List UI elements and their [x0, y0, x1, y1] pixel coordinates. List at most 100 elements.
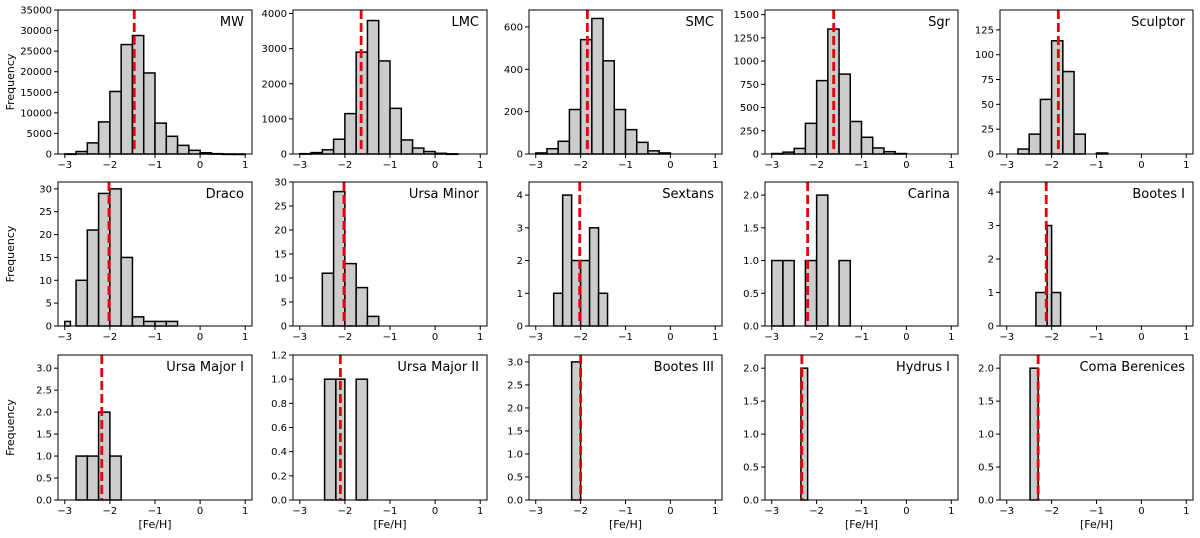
y-tick-label: 3: [517, 223, 523, 234]
x-axis-label: [Fe/H]: [845, 518, 878, 531]
histogram-bar: [366, 19, 380, 155]
y-tick-label: 0.5: [36, 474, 52, 485]
histogram-bar: [165, 320, 179, 327]
x-tick-label: −2: [573, 506, 588, 517]
x-tick-label: −3: [292, 332, 307, 343]
histogram-bar: [109, 455, 122, 501]
histogram-bar: [75, 279, 89, 327]
x-tick-label: −1: [854, 160, 869, 171]
histogram-bar: [142, 320, 156, 327]
y-tick-label: 30: [274, 178, 287, 189]
y-tick-label: 10000: [20, 108, 52, 119]
x-tick-label: −2: [809, 160, 824, 171]
histogram-bar: [613, 108, 627, 155]
y-axis-label: Frequency: [4, 399, 17, 456]
x-tick-label: −3: [999, 332, 1014, 343]
histogram-bar: [561, 194, 573, 327]
y-tick-label: 20: [39, 230, 52, 241]
panel-title: Hydrus I: [896, 360, 950, 375]
x-tick-label: 0: [432, 332, 438, 343]
x-tick-label: −1: [854, 506, 869, 517]
histogram-bar: [75, 455, 89, 501]
histogram-bar: [86, 229, 100, 327]
x-tick-label: −2: [1044, 332, 1059, 343]
y-tick-label: 0: [517, 150, 523, 161]
histogram-bar: [355, 378, 369, 501]
y-tick-label: 2.0: [743, 191, 759, 202]
y-tick-label: 0: [46, 150, 52, 161]
axes-frame: [292, 354, 488, 501]
x-tick-label: −1: [618, 506, 633, 517]
x-tick-label: −1: [383, 160, 398, 171]
x-tick-label: 1: [948, 332, 954, 343]
x-tick-label: −2: [103, 160, 118, 171]
y-tick-label: 0: [281, 322, 287, 333]
y-tick-label: 0.5: [978, 463, 994, 474]
histogram-bar: [97, 121, 111, 155]
y-tick-label: 0.5: [743, 289, 759, 300]
x-tick-label: −2: [338, 506, 353, 517]
panel-ursa-major-i: −3 −2 −1 0 1 0.0 0.5 1.0 1.5 2.0 2.5 3.0 Ursa Major …: [4, 354, 253, 531]
y-tick-label: 1.0: [978, 430, 994, 441]
y-tick-label: 0.0: [507, 496, 523, 507]
x-tick-label: −1: [618, 160, 633, 171]
histogram-bar: [344, 262, 357, 327]
panel-bootes-iii: −3 −2 −1 0 1 0.0 0.5 1.0 1.5 2.0 2.5 3.0 Bootes III […: [507, 354, 723, 531]
x-axis-label: [Fe/H]: [138, 518, 171, 531]
histogram-bar: [411, 147, 425, 155]
x-tick-label: 1: [477, 160, 483, 171]
x-tick-label: −1: [618, 332, 633, 343]
y-tick-label: 2.0: [743, 364, 759, 375]
panel-title: Sculptor: [1131, 15, 1186, 30]
y-tick-label: 25: [274, 202, 287, 213]
histogram-bar: [782, 259, 795, 327]
histogram-bar: [97, 411, 111, 501]
y-tick-label: 0: [517, 322, 523, 333]
axes-frame: [999, 354, 1194, 501]
y-tick-label: 30: [39, 184, 52, 195]
x-tick-label: −3: [292, 160, 307, 171]
histogram-bar: [1050, 291, 1062, 327]
histogram-bar: [344, 112, 357, 155]
y-tick-label: 20000: [20, 67, 52, 78]
x-tick-label: 0: [903, 160, 909, 171]
histogram-bar: [355, 286, 369, 327]
y-axis-label: Frequency: [4, 53, 17, 110]
histogram-bar: [635, 141, 649, 155]
histogram-bar: [838, 259, 852, 327]
x-tick-label: 1: [242, 160, 248, 171]
histogram-bar: [552, 292, 564, 327]
y-tick-label: 15000: [20, 88, 52, 99]
x-tick-label: 0: [667, 160, 673, 171]
x-tick-label: −2: [573, 332, 588, 343]
x-tick-label: −1: [1089, 506, 1104, 517]
panel-hydrus-i: −3 −2 −1 0 1 0.0 0.5 1.0 1.5 2.0 Hydrus I [Fe/H]: [743, 354, 959, 531]
x-axis-label: [Fe/H]: [373, 518, 406, 531]
y-tick-label: 0: [988, 322, 994, 333]
histogram-bar: [815, 79, 829, 155]
y-tick-label: 1.0: [507, 449, 523, 460]
y-tick-label: 100: [975, 50, 994, 61]
x-tick-label: 1: [242, 506, 248, 517]
panel-sextans: −3 −2 −1 0 1 0 1 2 3 4 Sextans: [517, 181, 723, 343]
y-tick-label: 5: [281, 298, 287, 309]
y-tick-label: 1: [517, 289, 523, 300]
x-tick-label: −2: [1044, 506, 1059, 517]
y-tick-label: 0.4: [271, 447, 287, 458]
histogram-bar: [568, 108, 582, 155]
x-tick-label: −3: [528, 160, 543, 171]
y-tick-label: 3.0: [36, 364, 52, 375]
histogram-bar: [64, 320, 72, 327]
y-tick-label: 1.5: [507, 426, 523, 437]
y-tick-label: 3: [988, 221, 994, 232]
histogram-bar: [188, 149, 201, 155]
x-tick-label: 0: [432, 506, 438, 517]
axes-frame: [764, 354, 959, 501]
y-tick-label: 10: [39, 276, 52, 287]
histogram-bar: [165, 135, 179, 155]
histogram-bar: [849, 120, 863, 155]
x-tick-label: −1: [854, 332, 869, 343]
y-tick-label: 1.2: [271, 351, 287, 362]
panel-title: Ursa Major II: [397, 360, 479, 375]
panel-coma-berenices: −3 −2 −1 0 1 0.0 0.5 1.0 1.5 2.0 Coma Berenices [Fe…: [978, 354, 1194, 531]
